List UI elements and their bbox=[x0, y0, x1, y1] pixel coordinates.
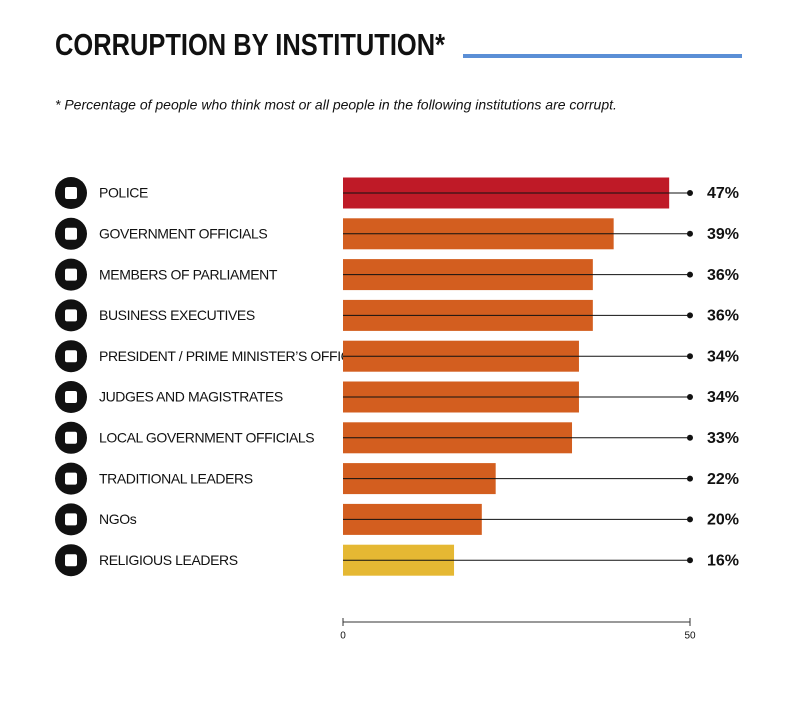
subtitle: * Percentage of people who think most or… bbox=[55, 97, 617, 113]
value-label: 22% bbox=[707, 471, 739, 488]
category-label: BUSINESS EXECUTIVES bbox=[99, 307, 255, 323]
value-label: 20% bbox=[707, 512, 739, 529]
leader-dot bbox=[687, 516, 693, 523]
icon-glyph bbox=[65, 187, 77, 199]
x-tick-label: 50 bbox=[684, 631, 696, 642]
icon-glyph bbox=[65, 431, 77, 444]
x-tick-label: 0 bbox=[340, 631, 346, 642]
category-label: LOCAL GOVERNMENT OFFICIALS bbox=[99, 430, 314, 446]
leader-dot bbox=[687, 394, 693, 400]
leader-dot bbox=[687, 230, 693, 237]
category-label: TRADITIONAL LEADERS bbox=[99, 470, 253, 486]
leader-dot bbox=[687, 557, 693, 564]
category-label: PRESIDENT / PRIME MINISTER’S OFFICE bbox=[99, 348, 359, 364]
icon-glyph bbox=[65, 268, 77, 281]
value-label: 16% bbox=[707, 552, 739, 569]
category-label: POLICE bbox=[99, 185, 148, 201]
category-label: MEMBERS OF PARLIAMENT bbox=[99, 266, 278, 282]
chart-title: CORRUPTION BY INSTITUTION* bbox=[55, 27, 446, 62]
category-label: GOVERNMENT OFFICIALS bbox=[99, 226, 267, 242]
category-label: NGOs bbox=[99, 511, 137, 527]
value-label: 34% bbox=[707, 389, 739, 406]
icon-glyph bbox=[65, 472, 77, 485]
leader-dot bbox=[687, 190, 693, 196]
value-label: 34% bbox=[707, 348, 739, 365]
category-label: RELIGIOUS LEADERS bbox=[99, 552, 238, 568]
leader-dot bbox=[687, 353, 693, 360]
value-label: 36% bbox=[707, 308, 739, 325]
leader-dot bbox=[687, 271, 693, 278]
leader-dot bbox=[687, 475, 693, 482]
icon-glyph bbox=[65, 350, 77, 363]
value-label: 33% bbox=[707, 430, 739, 447]
value-label: 36% bbox=[707, 267, 739, 284]
title-rule bbox=[463, 54, 742, 58]
icon-glyph bbox=[65, 309, 77, 322]
icon-glyph bbox=[65, 513, 77, 526]
leader-dot bbox=[687, 312, 693, 319]
icon-glyph bbox=[65, 391, 77, 403]
icon-glyph bbox=[65, 227, 77, 240]
leader-dot bbox=[687, 434, 693, 441]
value-label: 47% bbox=[707, 185, 739, 202]
icon-glyph bbox=[65, 554, 77, 567]
value-label: 39% bbox=[707, 226, 739, 243]
category-label: JUDGES AND MAGISTRATES bbox=[99, 389, 283, 405]
